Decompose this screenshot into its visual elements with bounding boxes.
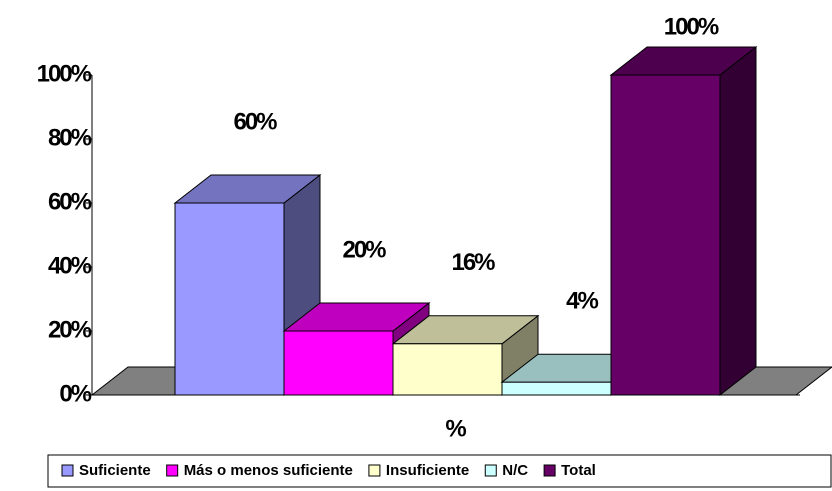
legend-box — [47, 454, 832, 488]
bar — [283, 330, 394, 396]
legend-label: Total — [561, 462, 596, 479]
y-tick-label: 100% — [37, 60, 92, 87]
data-label: 100% — [664, 13, 719, 40]
legend-swatch — [166, 464, 179, 477]
y-tick-label: 40% — [48, 252, 92, 279]
bar — [392, 343, 503, 396]
bar — [610, 74, 721, 396]
bar — [174, 202, 285, 396]
y-tick-label: 20% — [48, 316, 92, 343]
data-label: 4% — [566, 288, 598, 315]
data-label: 60% — [233, 108, 277, 135]
data-label: 16% — [451, 249, 495, 276]
bar — [501, 381, 612, 396]
legend-swatch — [61, 464, 74, 477]
legend-label: Más o menos suficiente — [184, 462, 353, 479]
x-tick-label: % — [445, 415, 466, 442]
legend-label: N/C — [502, 462, 528, 479]
y-tick-label: 80% — [48, 124, 92, 151]
bar-side — [719, 45, 757, 397]
legend-swatch — [543, 464, 556, 477]
legend-swatch — [368, 464, 381, 477]
legend-swatch — [484, 464, 497, 477]
y-tick-label: 0% — [59, 380, 91, 407]
data-label: 20% — [342, 236, 386, 263]
legend-label: Insuficiente — [386, 462, 469, 479]
y-tick-label: 60% — [48, 188, 92, 215]
legend-label: Suficiente — [79, 462, 151, 479]
